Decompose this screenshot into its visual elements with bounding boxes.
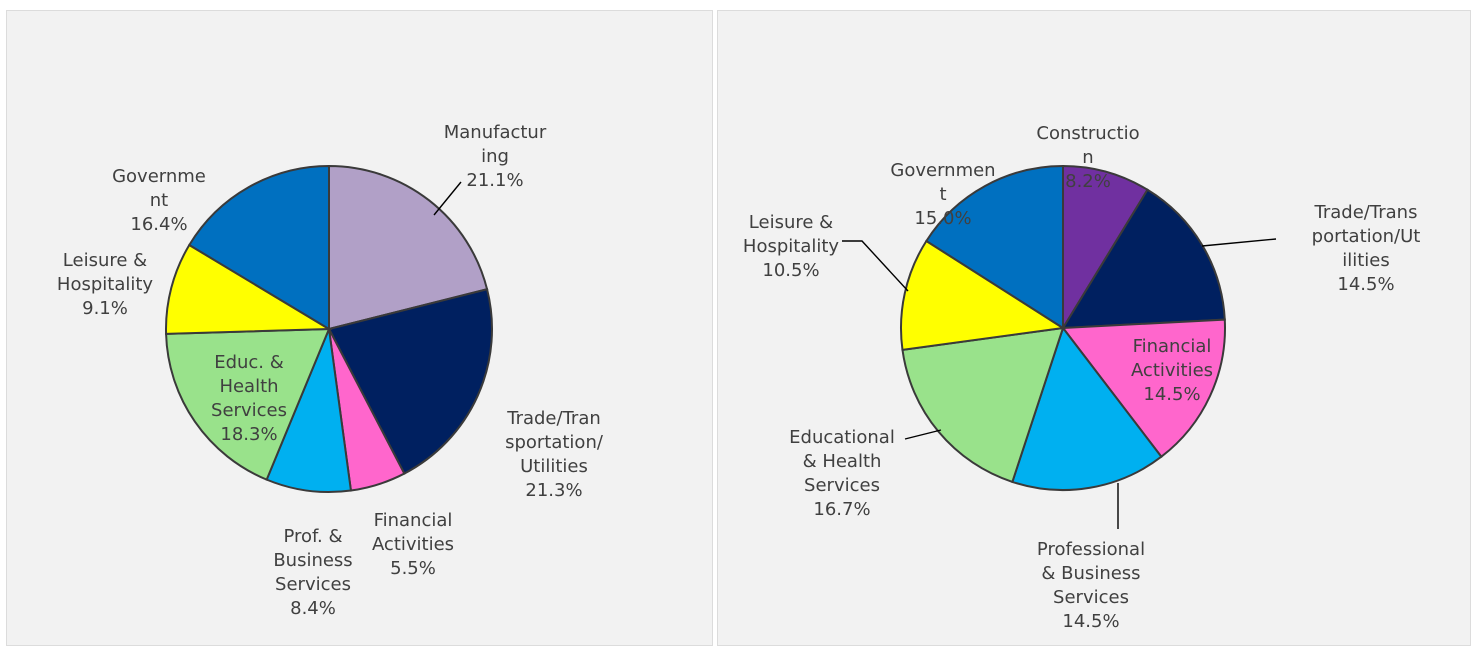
left-data-label-5: Leisure & Hospitality 9.1% (57, 250, 154, 319)
left-data-label-6: Governme nt 16.4% (112, 166, 206, 235)
left-data-label-0: Manufactur ing 21.1% (444, 122, 547, 191)
right-leader-line-4 (905, 430, 941, 439)
right-data-label-4: Educational & Health Services 16.7% (789, 427, 895, 520)
left-data-label-2: Financial Activities 5.5% (372, 510, 454, 579)
right-leader-line-1 (1202, 239, 1276, 246)
left-data-label-3: Prof. & Business Services 8.4% (273, 526, 352, 619)
left-chart-panel: Manufactur ing 21.1% Trade/Tran sportation/U… (6, 10, 713, 646)
right-data-label-5: Leisure & Hospitality 10.5% (743, 212, 840, 281)
right-pie-chart: Constructio n 8.2%Trade/Trans portation/Ut i… (718, 11, 1472, 647)
right-chart-panel: Constructio n 8.2% Trade/Trans portation/Ut i… (717, 10, 1471, 646)
right-leader-line-5 (842, 241, 908, 291)
left-leader-line-0 (434, 182, 461, 215)
right-data-label-3: Professional & Business Services 14.5% (1037, 539, 1145, 632)
left-data-label-1: Trade/Tran sportation/Utilities 21.3% (505, 408, 604, 501)
right-data-label-1: Trade/Trans portation/Ut ilities 14.5% (1312, 202, 1421, 295)
left-pie-chart: Manufactur ing 21.1% Trade/Tran sportation/U… (7, 11, 714, 647)
